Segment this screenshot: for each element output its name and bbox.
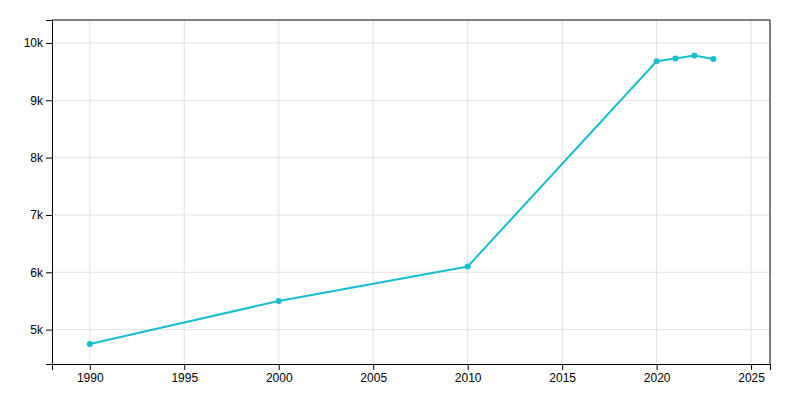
marker <box>710 56 716 62</box>
y-tick-mark <box>46 330 52 331</box>
grid-line-x <box>184 20 185 364</box>
marker <box>691 53 697 59</box>
grid <box>52 20 770 364</box>
x-tick: 2020 <box>644 364 671 385</box>
y-tick: 9k <box>30 94 52 108</box>
x-tick-mark <box>751 364 752 370</box>
y-tick-mark <box>46 272 52 273</box>
x-tick-mark <box>90 364 91 370</box>
x-tick-label: 1995 <box>171 371 198 385</box>
y-tick-label: 7k <box>30 208 44 222</box>
chart: 1990 1995 2000 2005 2010 2015 2020 2025 5k 6k 7k 8k… <box>0 0 800 400</box>
grid-line-y <box>52 329 770 330</box>
grid-line-y <box>52 42 770 43</box>
plot: 1990 1995 2000 2005 2010 2015 2020 2025 5k 6k 7k 8k… <box>24 20 771 385</box>
grid-line-x <box>373 20 374 364</box>
grid-line-y <box>52 100 770 101</box>
y-tick-label: 10k <box>24 36 44 50</box>
y-tick: 7k <box>30 208 52 222</box>
grid-line-x <box>562 20 563 364</box>
x-tick-mark <box>562 364 563 370</box>
x-tick-label: 2005 <box>360 371 387 385</box>
y-tick: 5k <box>30 323 52 337</box>
grid-line-y <box>52 272 770 273</box>
x-tick: 2025 <box>738 364 765 385</box>
x-tick: 2005 <box>360 364 387 385</box>
marker <box>465 264 471 270</box>
x-tick: 1990 <box>77 364 104 385</box>
marks <box>87 53 717 347</box>
y-axis-line <box>46 21 53 365</box>
grid-line-y <box>52 157 770 158</box>
x-axis: 1990 1995 2000 2005 2010 2015 2020 2025 <box>53 364 771 385</box>
marker <box>654 58 660 64</box>
y-tick-label: 9k <box>30 94 44 108</box>
x-tick-label: 2020 <box>644 371 671 385</box>
y-axis: 5k 6k 7k 8k 9k 10k <box>24 21 53 365</box>
grid-line-x <box>467 20 468 364</box>
x-tick-mark <box>184 364 185 370</box>
x-axis-line <box>53 365 771 371</box>
y-tick-label: 6k <box>30 266 44 280</box>
x-tick: 2010 <box>455 364 482 385</box>
x-tick-mark <box>657 364 658 370</box>
y-tick-label: 8k <box>30 151 44 165</box>
y-tick-mark <box>46 43 52 44</box>
y-tick: 6k <box>30 266 52 280</box>
x-tick-label: 2015 <box>549 371 576 385</box>
x-tick-mark <box>468 364 469 370</box>
y-tick-mark <box>46 100 52 101</box>
y-tick-label: 5k <box>30 323 44 337</box>
x-tick: 2015 <box>549 364 576 385</box>
y-tick-mark <box>46 158 52 159</box>
x-tick: 1995 <box>171 364 198 385</box>
line <box>90 56 714 344</box>
grid-line-y <box>52 214 770 215</box>
x-tick-mark <box>373 364 374 370</box>
marker <box>673 55 679 61</box>
marker <box>87 341 93 347</box>
y-tick-mark <box>46 215 52 216</box>
x-tick-label: 2000 <box>266 371 293 385</box>
grid-line-x <box>89 20 90 364</box>
frame-top <box>52 20 770 21</box>
x-tick-label: 2010 <box>455 371 482 385</box>
marker <box>276 298 282 304</box>
y-tick: 8k <box>30 151 52 165</box>
grid-line-x <box>656 20 657 364</box>
x-tick-mark <box>279 364 280 370</box>
y-tick: 10k <box>24 36 52 50</box>
grid-line-x <box>278 20 279 364</box>
x-tick: 2000 <box>266 364 293 385</box>
frame-right <box>770 20 771 364</box>
grid-line-x <box>751 20 752 364</box>
x-tick-label: 1990 <box>77 371 104 385</box>
x-tick-label: 2025 <box>738 371 765 385</box>
